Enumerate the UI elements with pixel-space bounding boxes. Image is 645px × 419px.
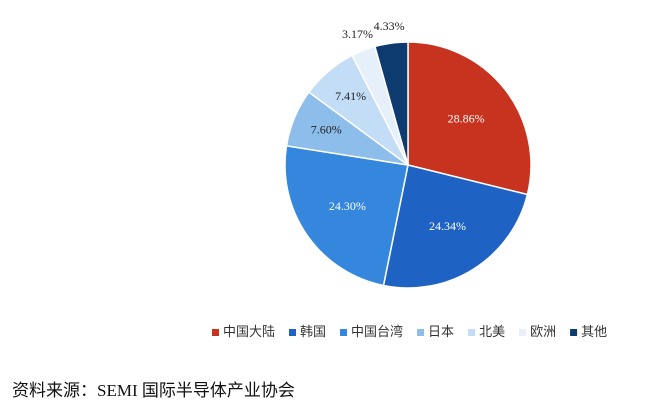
legend-swatch <box>289 329 297 336</box>
data-label: 4.33% <box>374 19 405 33</box>
data-label: 7.41% <box>335 89 366 103</box>
legend-label: 北美 <box>479 324 505 339</box>
data-label: 24.34% <box>429 219 466 233</box>
legend-label: 中国大陆 <box>223 324 275 339</box>
pie-slice <box>284 144 409 287</box>
legend-swatch <box>212 329 219 336</box>
legend-swatch <box>468 329 476 336</box>
pie-slice <box>374 41 409 166</box>
pie-slice <box>407 41 532 196</box>
data-label: 3.17% <box>342 27 373 41</box>
legend-swatch <box>340 329 348 336</box>
legend-swatch <box>519 329 527 336</box>
legend-label: 其他 <box>581 324 607 339</box>
legend-swatch <box>570 329 578 336</box>
legend-label: 中国台湾 <box>351 324 403 339</box>
pie-slice <box>382 164 529 289</box>
legend-label: 欧洲 <box>530 324 556 339</box>
legend-label: 韩国 <box>300 324 326 339</box>
data-label: 24.30% <box>329 199 366 213</box>
source-note: 资料来源：SEMI 国际半导体产业协会 <box>12 381 295 400</box>
data-label: 7.60% <box>311 123 342 137</box>
data-label: 28.86% <box>448 111 485 125</box>
legend-swatch <box>417 329 425 336</box>
legend-label: 日本 <box>428 324 454 339</box>
